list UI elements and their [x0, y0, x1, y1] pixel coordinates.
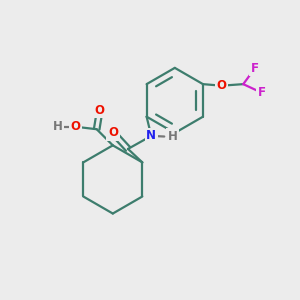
Text: N: N: [146, 129, 156, 142]
Text: O: O: [95, 103, 105, 116]
Text: F: F: [251, 61, 259, 74]
Text: O: O: [217, 79, 226, 92]
Text: O: O: [108, 126, 118, 139]
Text: F: F: [258, 86, 266, 99]
Text: H: H: [167, 130, 177, 143]
Text: O: O: [70, 120, 81, 133]
Text: H: H: [52, 120, 62, 133]
